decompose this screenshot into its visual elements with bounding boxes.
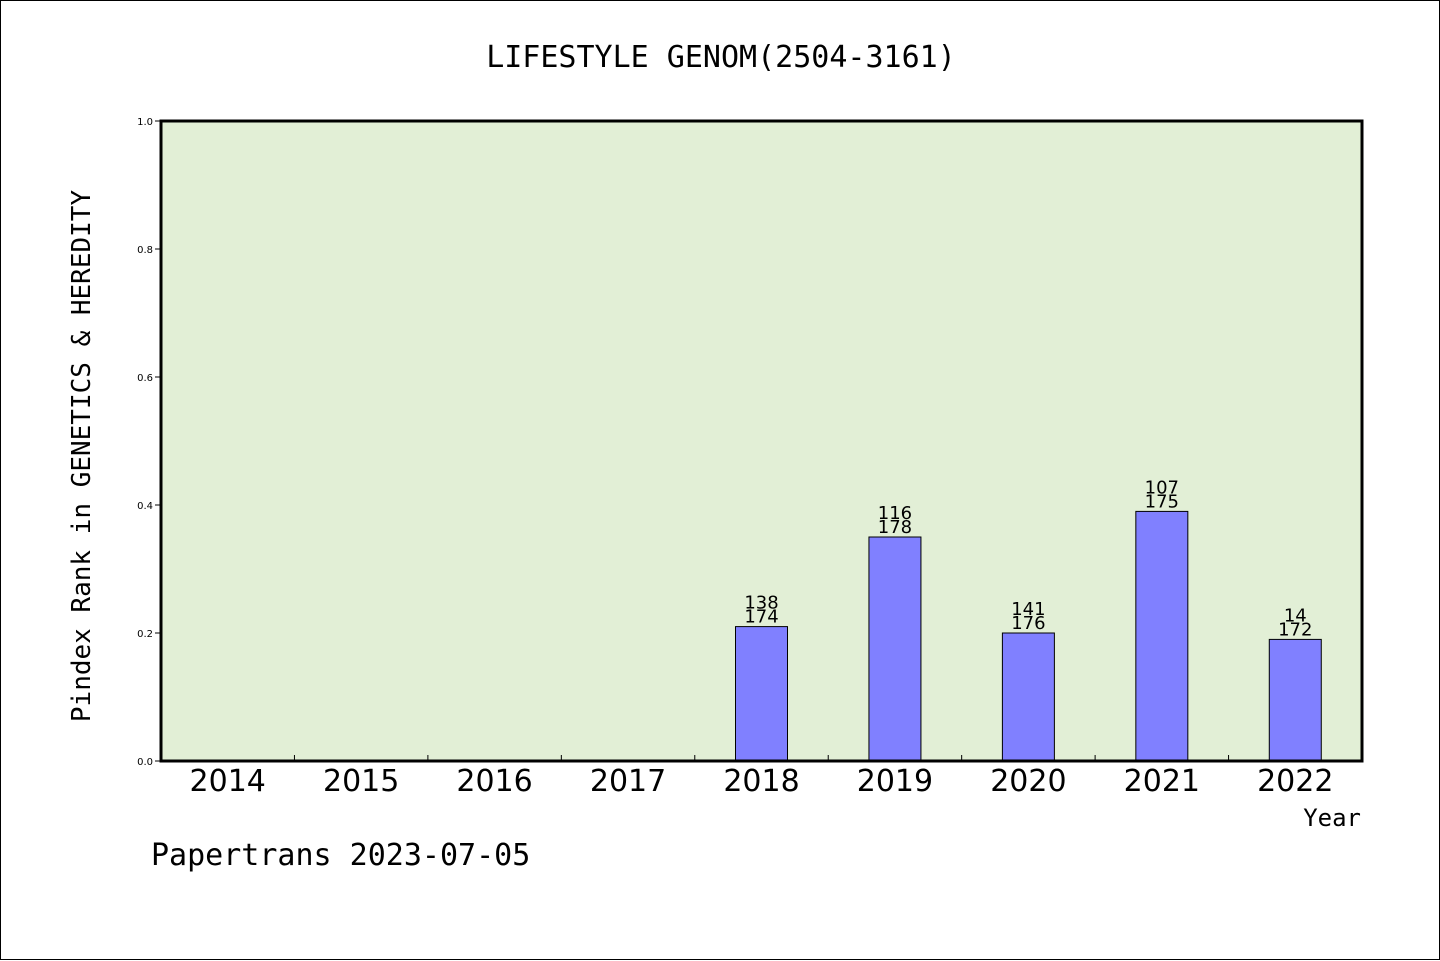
bars	[735, 510, 1322, 762]
bar	[1268, 638, 1322, 762]
plot-border	[159, 119, 1364, 763]
data-label-bottom: 174	[744, 607, 778, 628]
y-axis: 0.0 0.2 0.4 0.6 0.8 1.0	[137, 117, 161, 768]
y-tick-label: 0.6	[137, 373, 153, 384]
data-label-bottom: 176	[1011, 613, 1045, 634]
y-tick-label: 0.0	[137, 757, 153, 768]
data-label-top: 141	[1011, 599, 1045, 620]
x-axis-label: Year	[1303, 804, 1361, 832]
x-tick-label: 2020	[990, 764, 1066, 799]
footer-credit: Papertrans 2023-07-05	[151, 838, 530, 873]
x-tick-label: 2022	[1257, 764, 1333, 799]
x-tick-label: 2018	[723, 764, 799, 799]
x-tick-label: 2014	[190, 764, 266, 799]
data-label-bottom: 175	[1145, 491, 1179, 512]
x-tick-label: 2016	[456, 764, 532, 799]
data-label-bottom: 178	[878, 517, 912, 538]
bar	[868, 536, 922, 762]
bar	[735, 626, 788, 762]
y-tick-label: 0.4	[137, 501, 153, 512]
data-label-top: 107	[1145, 477, 1179, 498]
data-label-top: 14	[1284, 605, 1307, 626]
x-tick-label: 2019	[857, 764, 933, 799]
x-tick-label: 2015	[323, 764, 399, 799]
data-label-top: 116	[878, 503, 912, 524]
x-tick-label: 2021	[1124, 764, 1200, 799]
data-label-bottom: 172	[1278, 619, 1312, 640]
x-axis: 2014 2015 2016 2017 2018 2019 2020 2021 2022	[190, 755, 1333, 799]
y-tick-label: 1.0	[137, 117, 153, 128]
y-axis-label: Pindex Rank in GENETICS & HEREDITY	[67, 190, 97, 723]
bar	[1135, 510, 1189, 762]
x-tick-label: 2017	[590, 764, 666, 799]
y-tick-label: 0.8	[137, 245, 153, 256]
chart-title: LIFESTYLE GENOM(2504-3161)	[486, 40, 956, 75]
y-tick-label: 0.2	[137, 629, 153, 640]
data-label-top: 138	[744, 593, 778, 614]
bar	[1001, 632, 1055, 762]
